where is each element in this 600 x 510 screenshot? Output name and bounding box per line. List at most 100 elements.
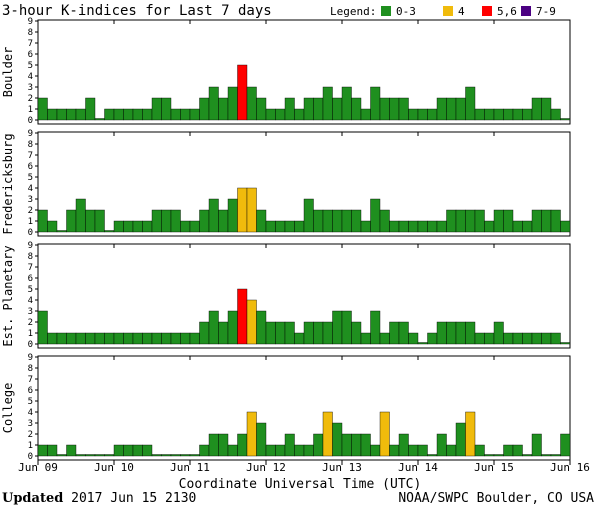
y-tick-label: 4 — [28, 296, 33, 306]
k-index-bar — [66, 209, 77, 233]
k-index-bar — [237, 433, 248, 457]
k-index-bar — [531, 433, 542, 457]
k-index-bar — [161, 97, 172, 121]
k-index-bar — [360, 433, 371, 457]
k-index-bar — [541, 97, 552, 121]
series-name: Boulder — [1, 47, 15, 98]
k-index-bar — [341, 310, 352, 345]
k-index-bar — [465, 86, 476, 121]
updated-value: 2017 Jun 15 2130 — [71, 491, 197, 506]
y-tick-label: 9 — [28, 129, 33, 139]
x-tick-label: Jun 12 — [246, 461, 286, 474]
k-index-bar — [151, 332, 162, 345]
k-index-bar — [512, 332, 523, 345]
k-index-bar — [284, 220, 295, 233]
k-index-bar — [313, 433, 324, 457]
k-index-bar — [180, 108, 191, 121]
k-index-bar — [180, 454, 191, 457]
k-index-bar — [455, 209, 466, 233]
k-index-bar — [161, 332, 172, 345]
k-index-bar — [455, 321, 466, 345]
k-index-bar — [237, 288, 248, 345]
k-index-bar — [189, 220, 200, 233]
k-index-bar — [123, 108, 134, 121]
k-index-bar — [493, 209, 504, 233]
k-index-bar — [436, 321, 447, 345]
k-index-bar — [104, 454, 115, 457]
k-index-bar — [170, 332, 181, 345]
k-index-bar — [189, 454, 200, 457]
k-index-bar — [151, 97, 162, 121]
k-index-bar — [161, 209, 172, 233]
k-index-bar — [465, 411, 476, 457]
k-index-bar — [123, 220, 134, 233]
k-index-bar — [284, 97, 295, 121]
k-index-bar — [275, 108, 286, 121]
y-tick-label: 6 — [28, 386, 33, 396]
legend-item-label: 7-9 — [536, 5, 556, 18]
k-index-bar — [94, 209, 105, 233]
y-tick-label: 0 — [28, 116, 33, 126]
k-index-bar — [541, 332, 552, 345]
k-index-bar — [446, 97, 457, 121]
k-index-bar — [341, 209, 352, 233]
k-index-bar — [256, 310, 267, 345]
k-index-bar — [303, 321, 314, 345]
k-index-bar — [37, 310, 48, 345]
k-index-bar — [227, 444, 238, 457]
k-index-bar — [85, 332, 96, 345]
k-index-bar — [66, 444, 77, 457]
k-index-bar — [218, 433, 229, 457]
x-tick-label: Jun 09 — [18, 461, 58, 474]
k-index-bar — [370, 444, 381, 457]
k-index-bar — [303, 444, 314, 457]
k-index-bar — [503, 209, 514, 233]
k-index-bar — [379, 97, 390, 121]
k-index-bar — [360, 220, 371, 233]
k-index-bar — [313, 209, 324, 233]
k-index-bar — [560, 342, 571, 345]
k-index-bar — [436, 97, 447, 121]
k-index-bar — [493, 108, 504, 121]
k-index-bar — [94, 118, 105, 121]
k-index-bar — [484, 108, 495, 121]
k-index-bar — [465, 209, 476, 233]
k-index-bar — [370, 198, 381, 233]
y-tick-label: 1 — [28, 441, 33, 451]
k-index-bar — [427, 454, 438, 457]
k-index-bar — [322, 209, 333, 233]
y-tick-label: 3 — [28, 195, 33, 205]
x-tick-label: Jun 10 — [94, 461, 134, 474]
k-index-bar — [189, 108, 200, 121]
y-tick-label: 4 — [28, 72, 33, 82]
k-index-bar — [265, 321, 276, 345]
x-tick-label: Jun 16 — [550, 461, 590, 474]
k-index-bar — [550, 108, 561, 121]
k-index-bar — [218, 209, 229, 233]
y-tick-label: 5 — [28, 397, 33, 407]
k-index-bar — [142, 220, 153, 233]
k-index-bar — [398, 321, 409, 345]
k-index-bar — [560, 220, 571, 233]
k-index-bar — [199, 444, 210, 457]
k-index-bar — [436, 433, 447, 457]
k-index-bar — [218, 97, 229, 121]
k-index-bar — [37, 444, 48, 457]
y-tick-label: 9 — [28, 353, 33, 363]
k-index-bar — [246, 86, 257, 121]
k-index-bar — [341, 86, 352, 121]
k-index-bar — [265, 444, 276, 457]
k-index-bar — [75, 198, 86, 233]
y-tick-label: 6 — [28, 274, 33, 284]
k-index-bar — [113, 444, 124, 457]
k-index-bar — [427, 220, 438, 233]
k-index-bar — [455, 97, 466, 121]
k-index-bar — [522, 108, 533, 121]
k-index-bar — [237, 64, 248, 121]
y-tick-label: 8 — [28, 252, 33, 262]
k-index-bar — [446, 209, 457, 233]
k-index-bar — [132, 220, 143, 233]
k-index-bar — [142, 332, 153, 345]
